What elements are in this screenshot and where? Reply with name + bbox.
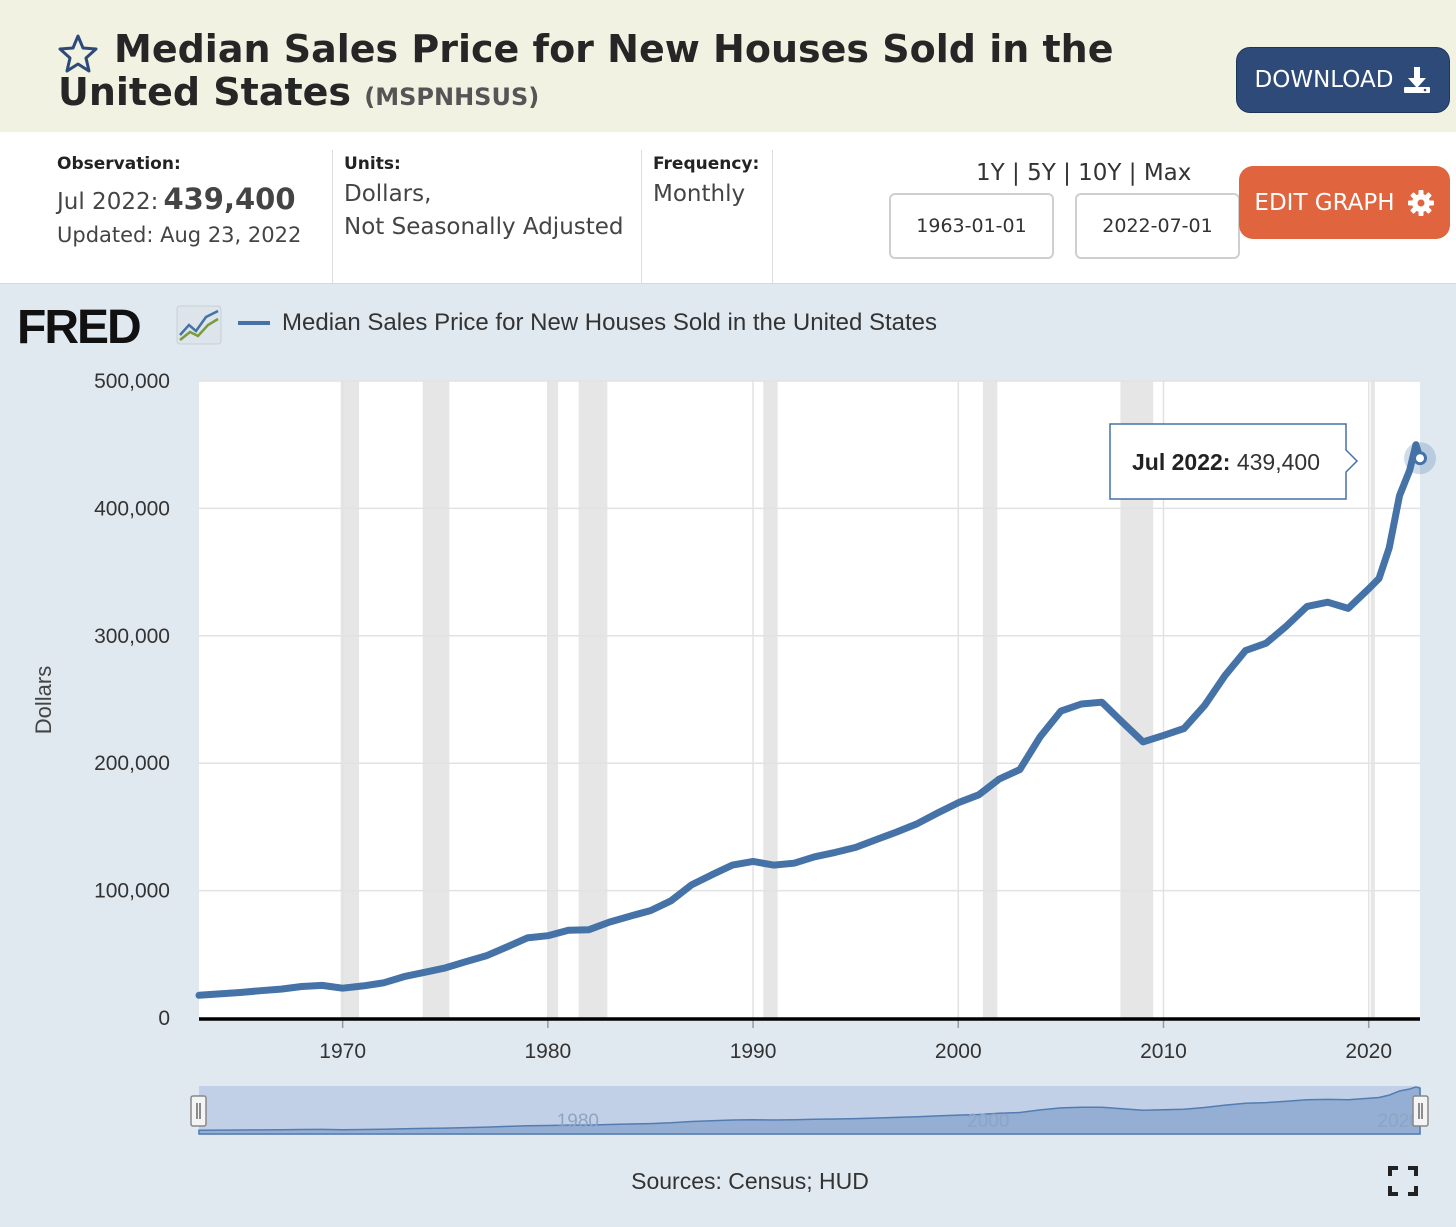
y-axis-label: Dollars — [31, 666, 56, 734]
range-1y[interactable]: 1Y — [976, 160, 1005, 186]
navigator-handle-left[interactable] — [190, 1095, 207, 1127]
x-tick-label: 2020 — [1345, 1040, 1392, 1063]
observation-date: Jul 2022: — [57, 189, 159, 215]
recession-band — [763, 381, 778, 1018]
navigator-tick-label: 1980 — [557, 1111, 599, 1132]
range-separator: | — [1063, 160, 1071, 186]
recession-band — [982, 381, 998, 1018]
frequency-value: Monthly — [653, 181, 746, 207]
fred-logo: FRED — [17, 300, 142, 355]
divider — [772, 150, 773, 284]
y-tick-label: 100,000 — [94, 880, 170, 903]
observation-line: Jul 2022: 439,400 — [57, 182, 296, 216]
divider — [641, 150, 642, 284]
download-button[interactable]: DOWNLOAD — [1236, 47, 1450, 113]
divider — [332, 150, 333, 284]
units-line1: Dollars, — [344, 181, 432, 207]
y-tick-label: 500,000 — [94, 370, 170, 393]
download-icon — [1404, 67, 1431, 93]
y-tick-label: 0 — [158, 1007, 170, 1030]
legend-swatch — [238, 321, 270, 325]
units-line2: Not Seasonally Adjusted — [344, 214, 624, 240]
tooltip-box — [1109, 423, 1359, 500]
units-block: Units: Dollars, Not Seasonally Adjusted — [344, 132, 634, 284]
range-max[interactable]: Max — [1143, 160, 1192, 186]
series-id: (MSPNHSUS) — [364, 83, 540, 111]
download-label: DOWNLOAD — [1254, 67, 1394, 93]
tooltip-text: Jul 2022: 439,400 — [1132, 449, 1320, 475]
fred-chart-icon — [176, 305, 222, 345]
range-5y[interactable]: 5Y — [1027, 160, 1056, 186]
series-title: Median Sales Price for New Houses Sold i… — [58, 27, 1114, 114]
y-tick-label: 200,000 — [94, 752, 170, 775]
navigator-tick-label: 2020 — [1378, 1111, 1420, 1132]
navigator-handle-right[interactable] — [1412, 1095, 1429, 1127]
header-bar: Median Sales Price for New Houses Sold i… — [0, 0, 1456, 132]
recession-band — [547, 381, 559, 1018]
start-date-input[interactable]: 1963-01-01 — [889, 193, 1054, 259]
recession-band — [1370, 381, 1375, 1018]
range-links: 1Y | 5Y | 10Y | Max — [976, 160, 1191, 186]
edit-graph-button[interactable]: EDIT GRAPH — [1239, 166, 1450, 239]
frequency-label: Frequency: — [653, 154, 760, 174]
observation-block: Observation: Jul 2022: 439,400 Updated: … — [57, 132, 327, 284]
chart-legend[interactable]: Median Sales Price for New Houses Sold i… — [238, 309, 937, 337]
edit-graph-label: EDIT GRAPH — [1254, 189, 1395, 216]
frequency-block: Frequency: Monthly — [653, 132, 773, 284]
sources-text: Sources: Census; HUD — [631, 1168, 869, 1194]
fred-logo-text: FRED — [17, 301, 142, 354]
x-tick-label: 1970 — [319, 1040, 366, 1063]
observation-label: Observation: — [57, 154, 181, 174]
navigator-area — [198, 1086, 1421, 1135]
recession-band — [340, 381, 360, 1018]
recession-band — [578, 381, 608, 1018]
units-label: Units: — [344, 154, 401, 174]
updated-date: Updated: Aug 23, 2022 — [57, 223, 302, 247]
y-tick-label: 300,000 — [94, 625, 170, 648]
page-title: Median Sales Price for New Houses Sold i… — [58, 28, 1178, 119]
legend-label: Median Sales Price for New Houses Sold i… — [282, 309, 937, 336]
navigator-tick-label: 2000 — [967, 1111, 1009, 1132]
series-line[interactable] — [195, 441, 1424, 999]
navigator-selection[interactable] — [199, 1086, 1420, 1134]
range-separator: | — [1012, 160, 1020, 186]
range-separator: | — [1128, 160, 1137, 186]
fullscreen-icon[interactable] — [1388, 1166, 1418, 1196]
gear-icon — [1407, 189, 1434, 216]
end-date-input[interactable]: 2022-07-01 — [1075, 193, 1240, 259]
x-tick-label: 1990 — [730, 1040, 777, 1063]
hover-point[interactable] — [1413, 451, 1427, 466]
range-10y[interactable]: 10Y — [1078, 160, 1122, 186]
x-tick-label: 2000 — [935, 1040, 982, 1063]
x-tick-label: 1980 — [524, 1040, 571, 1063]
star-icon[interactable] — [58, 33, 98, 73]
x-tick-label: 2010 — [1140, 1040, 1187, 1063]
recession-band — [422, 381, 450, 1018]
observation-value: 439,400 — [163, 182, 296, 216]
y-tick-label: 400,000 — [94, 497, 170, 520]
